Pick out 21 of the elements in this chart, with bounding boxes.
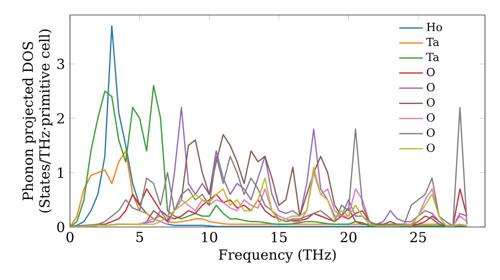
y-tick-label: 2	[57, 113, 64, 124]
legend-label: O	[426, 83, 435, 92]
legend-label: Ta	[426, 38, 440, 46]
legend-label: O	[426, 144, 435, 152]
y-tick-label: 3	[57, 58, 64, 70]
x-tick-label: 15	[272, 232, 287, 242]
legend-label: O	[426, 113, 435, 122]
y-axis-title: Phonon projected DOS (States/THz·primitive cell)	[22, 30, 52, 213]
x-tick-label: 10	[202, 232, 218, 242]
y-tick-label: 1	[58, 167, 64, 178]
x-axis-title: Frequency (THz)	[218, 249, 336, 263]
legend-label: O	[426, 98, 435, 107]
x-tick-label: 0	[66, 232, 74, 242]
x-tick-label: 20	[340, 232, 356, 242]
y-tick-label: 0	[57, 222, 64, 232]
legend-label: Ho	[426, 22, 442, 32]
legend-label: Ta	[426, 52, 440, 62]
x-tick-label: 25	[410, 232, 426, 242]
legend-label: O	[426, 68, 435, 76]
x-tick-label: 5	[136, 232, 143, 242]
legend-label: O	[426, 128, 435, 137]
